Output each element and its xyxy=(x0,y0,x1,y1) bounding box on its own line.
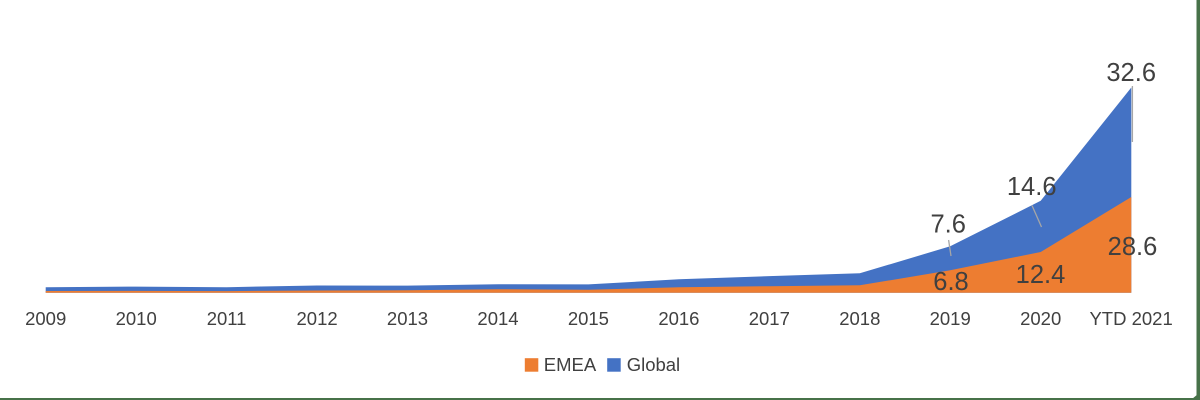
svg-text:2009: 2009 xyxy=(25,308,66,329)
svg-text:12.4: 12.4 xyxy=(1016,261,1066,289)
svg-text:6.8: 6.8 xyxy=(933,268,968,296)
svg-text:2013: 2013 xyxy=(387,308,428,329)
svg-text:YTD 2021: YTD 2021 xyxy=(1089,308,1172,329)
svg-text:14.6: 14.6 xyxy=(1007,173,1057,201)
svg-text:7.6: 7.6 xyxy=(930,211,965,239)
svg-text:32.6: 32.6 xyxy=(1106,59,1156,87)
svg-text:2015: 2015 xyxy=(568,308,609,329)
svg-text:Global: Global xyxy=(627,354,680,375)
svg-text:2014: 2014 xyxy=(477,308,518,329)
svg-text:EMEA: EMEA xyxy=(544,354,597,375)
svg-text:2011: 2011 xyxy=(207,308,247,329)
svg-text:2017: 2017 xyxy=(749,308,790,329)
svg-text:2012: 2012 xyxy=(297,308,338,329)
svg-text:28.6: 28.6 xyxy=(1108,233,1158,261)
svg-text:2019: 2019 xyxy=(930,308,971,329)
svg-text:2018: 2018 xyxy=(839,308,880,329)
svg-text:2016: 2016 xyxy=(658,308,699,329)
svg-text:2010: 2010 xyxy=(116,308,157,329)
svg-text:2020: 2020 xyxy=(1020,308,1061,329)
